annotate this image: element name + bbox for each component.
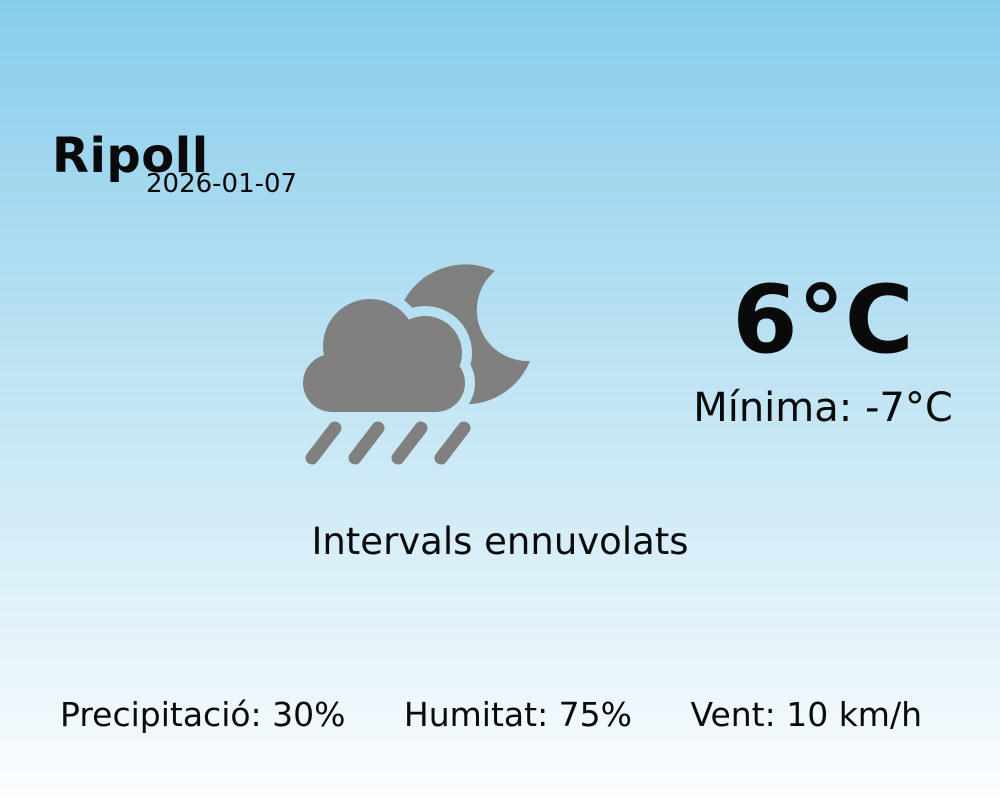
date-label: 2026-01-07 xyxy=(146,169,298,199)
cloud-shape xyxy=(303,299,465,412)
details-row: Precipitació: 30% Humitat: 75% Vent: 10 … xyxy=(0,698,1000,731)
cloud-moon-rain-icon xyxy=(303,264,530,465)
temperature-block: 6°C Mínima: -7°C xyxy=(638,266,1000,431)
page-title: Ripoll xyxy=(52,128,209,185)
rain-drops xyxy=(305,421,471,465)
wind-label: Vent: 10 km/h xyxy=(690,695,922,734)
current-temperature: 6°C xyxy=(732,266,914,375)
condition-text: Intervals ennuvolats xyxy=(311,520,689,563)
minimum-temperature: Mínima: -7°C xyxy=(693,385,953,431)
precipitation-label: Precipitació: 30% xyxy=(60,695,346,734)
humidity-label: Humitat: 75% xyxy=(403,695,633,734)
